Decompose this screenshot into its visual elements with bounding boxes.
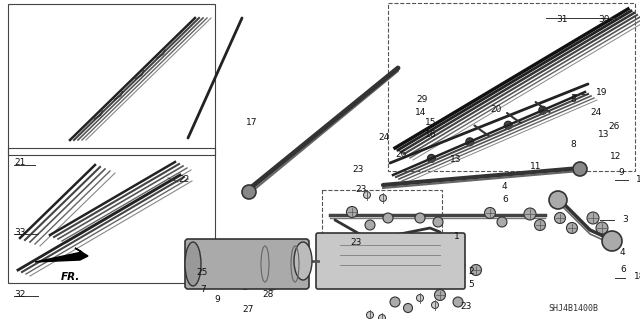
- Circle shape: [428, 154, 435, 162]
- Text: 6: 6: [502, 195, 508, 204]
- Bar: [388, 3, 635, 171]
- Circle shape: [524, 208, 536, 220]
- Circle shape: [573, 162, 587, 176]
- FancyBboxPatch shape: [316, 233, 465, 289]
- Circle shape: [539, 106, 547, 114]
- Text: 5: 5: [468, 280, 474, 289]
- Text: 23: 23: [352, 165, 364, 174]
- Circle shape: [497, 217, 507, 227]
- Text: 7: 7: [200, 285, 205, 294]
- Circle shape: [364, 191, 371, 198]
- Text: SHJ4B1400B: SHJ4B1400B: [548, 304, 598, 313]
- Text: 17: 17: [246, 118, 257, 127]
- Circle shape: [346, 206, 358, 218]
- Text: 9: 9: [618, 168, 624, 177]
- Circle shape: [554, 212, 566, 224]
- Text: 28: 28: [262, 290, 273, 299]
- Circle shape: [596, 222, 608, 234]
- Text: 8: 8: [570, 140, 576, 149]
- Bar: [8, 148, 215, 283]
- Text: 33: 33: [14, 228, 26, 237]
- Text: 12: 12: [610, 152, 621, 161]
- Circle shape: [424, 264, 435, 276]
- Ellipse shape: [294, 242, 312, 280]
- Circle shape: [241, 280, 250, 290]
- Text: 14: 14: [415, 108, 426, 117]
- Text: 21: 21: [14, 158, 26, 167]
- Text: 23: 23: [355, 185, 366, 194]
- Text: 19: 19: [596, 88, 607, 97]
- Ellipse shape: [185, 242, 201, 286]
- Circle shape: [534, 219, 545, 231]
- Circle shape: [267, 280, 277, 290]
- Text: 8: 8: [570, 95, 576, 104]
- Text: 18: 18: [634, 272, 640, 281]
- Text: 6: 6: [620, 265, 626, 274]
- Circle shape: [380, 195, 387, 202]
- Text: 4: 4: [620, 248, 626, 257]
- Text: 1: 1: [454, 232, 460, 241]
- Circle shape: [390, 297, 400, 307]
- Text: 27: 27: [242, 305, 253, 314]
- Text: 16: 16: [425, 130, 436, 139]
- Text: 2: 2: [468, 267, 474, 276]
- Text: 9: 9: [214, 295, 220, 304]
- Bar: [8, 4, 215, 155]
- Circle shape: [453, 297, 463, 307]
- Circle shape: [367, 311, 374, 318]
- Text: 29: 29: [416, 95, 428, 104]
- Text: 13: 13: [450, 155, 461, 164]
- Circle shape: [605, 233, 616, 243]
- Text: 31: 31: [556, 15, 568, 24]
- Text: 20: 20: [490, 105, 501, 114]
- Circle shape: [417, 294, 424, 301]
- Circle shape: [378, 315, 385, 319]
- Circle shape: [566, 222, 577, 234]
- Text: 26: 26: [395, 150, 406, 159]
- Text: 32: 32: [14, 290, 26, 299]
- Text: 13: 13: [598, 130, 609, 139]
- Circle shape: [602, 231, 622, 251]
- Circle shape: [280, 273, 289, 283]
- Circle shape: [253, 276, 262, 285]
- Text: 24: 24: [590, 108, 601, 117]
- Text: 23: 23: [460, 302, 472, 311]
- Circle shape: [470, 264, 481, 276]
- Text: 4: 4: [502, 182, 508, 191]
- Circle shape: [484, 207, 495, 219]
- Text: 15: 15: [425, 118, 436, 127]
- Circle shape: [403, 303, 413, 313]
- FancyBboxPatch shape: [185, 239, 309, 289]
- Text: 22: 22: [178, 175, 189, 184]
- Text: FR.: FR.: [60, 272, 80, 282]
- Text: 11: 11: [530, 162, 541, 171]
- Circle shape: [415, 213, 425, 223]
- Circle shape: [455, 260, 465, 270]
- Text: 25: 25: [196, 268, 207, 277]
- Text: 24: 24: [378, 133, 389, 142]
- Circle shape: [440, 273, 450, 283]
- Circle shape: [383, 213, 393, 223]
- Circle shape: [466, 138, 474, 146]
- Circle shape: [549, 191, 567, 209]
- Circle shape: [225, 272, 236, 284]
- Circle shape: [433, 217, 443, 227]
- Circle shape: [242, 185, 256, 199]
- Circle shape: [431, 301, 438, 308]
- Text: 30: 30: [598, 15, 609, 24]
- Bar: [322, 190, 442, 278]
- Text: 10: 10: [636, 175, 640, 184]
- Circle shape: [504, 121, 512, 129]
- Text: 26: 26: [608, 122, 620, 131]
- Circle shape: [587, 212, 599, 224]
- Text: 23: 23: [350, 238, 362, 247]
- Polygon shape: [35, 248, 88, 262]
- Text: 3: 3: [622, 215, 628, 224]
- Circle shape: [365, 220, 375, 230]
- Circle shape: [435, 290, 445, 300]
